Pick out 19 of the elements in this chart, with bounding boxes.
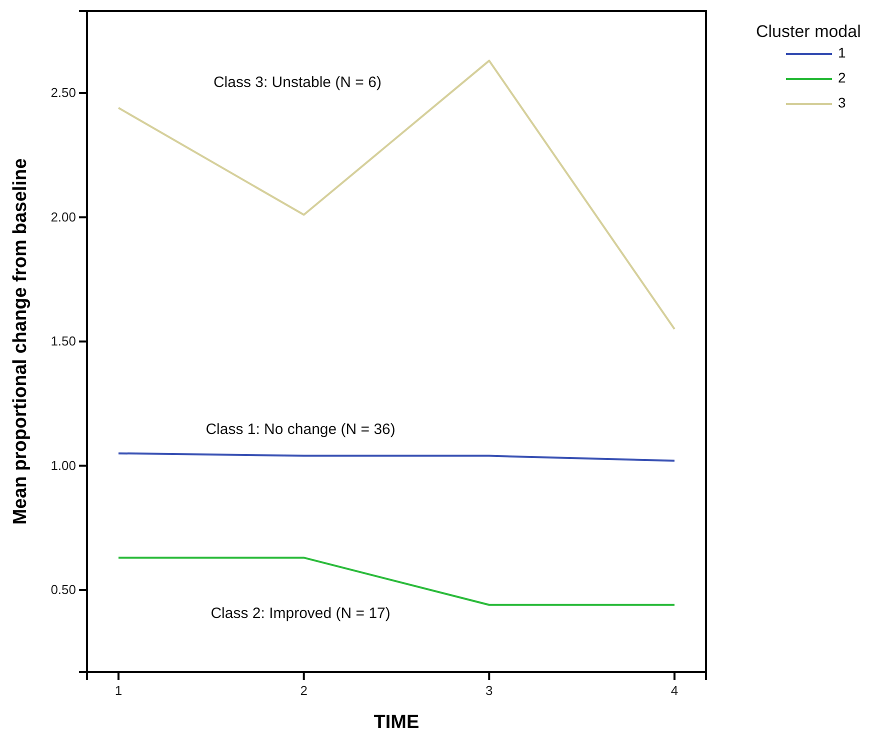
y-tick-label: 2.00 bbox=[50, 209, 76, 224]
annotation: Class 2: Improved (N = 17) bbox=[210, 604, 390, 622]
x-tick-label: 1 bbox=[114, 683, 122, 698]
y-tick-label: 0.50 bbox=[50, 582, 76, 598]
legend-label: 2 bbox=[838, 70, 846, 86]
annotation: Class 3: Unstable (N = 6) bbox=[213, 74, 382, 92]
x-axis-title: TIME bbox=[374, 712, 420, 733]
y-axis-title: Mean proportional change from baseline bbox=[10, 158, 31, 525]
line-series bbox=[118, 60, 676, 330]
annotation: Class 1: No change (N = 36) bbox=[206, 421, 396, 438]
y-tick-label: 1.50 bbox=[50, 334, 76, 349]
x-tick-label: 4 bbox=[670, 683, 678, 698]
y-tick-label: 1.00 bbox=[50, 458, 76, 473]
y-tick-label: 2.50 bbox=[50, 85, 76, 100]
x-tick-label: 2 bbox=[300, 683, 308, 698]
x-tick-label: 3 bbox=[486, 683, 493, 698]
legend-label: 3 bbox=[838, 94, 846, 111]
legend-label: 1 bbox=[838, 44, 846, 61]
legend-title: Cluster modal bbox=[756, 22, 861, 41]
